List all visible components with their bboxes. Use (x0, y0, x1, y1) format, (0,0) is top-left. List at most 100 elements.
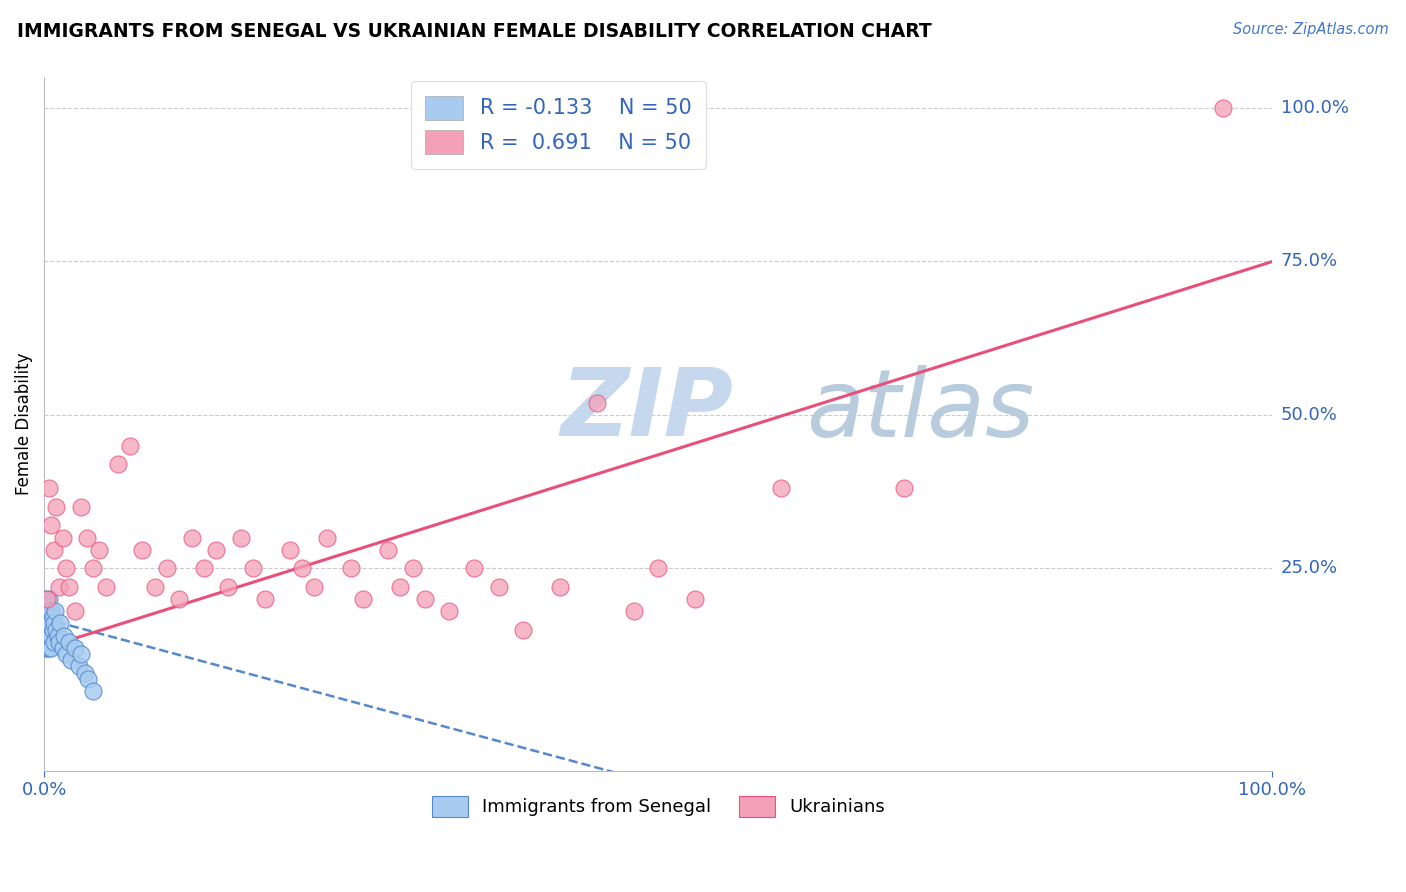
Point (41, 640, 63, 655)
Point (38, 591, 60, 606)
Point (46, 629, 69, 643)
Point (51, 531, 73, 545)
Point (893, 482, 915, 496)
Point (193, 561, 215, 575)
Point (82, 684, 104, 698)
Point (35, 598, 58, 612)
Text: 75.0%: 75.0% (1281, 252, 1339, 270)
Point (205, 542, 228, 557)
Point (42, 542, 65, 557)
Point (35, 604, 58, 618)
Point (34, 610, 56, 624)
Point (41, 623, 63, 637)
Point (291, 561, 314, 575)
Point (39, 610, 62, 624)
Text: 100.0%: 100.0% (1281, 99, 1348, 117)
Point (55, 561, 77, 575)
Point (683, 591, 706, 606)
Point (34, 604, 56, 618)
Point (401, 561, 423, 575)
Point (70, 647, 93, 661)
Point (623, 604, 645, 618)
Point (353, 591, 375, 606)
Point (156, 561, 179, 575)
Point (37, 623, 59, 637)
Point (41, 518, 63, 533)
Point (35, 640, 58, 655)
Point (77, 672, 100, 686)
Text: ZIP: ZIP (560, 364, 733, 456)
Point (44, 604, 66, 618)
Point (413, 591, 436, 606)
Point (488, 580, 510, 594)
Point (377, 542, 399, 557)
Point (39, 616, 62, 631)
Text: IMMIGRANTS FROM SENEGAL VS UKRAINIAN FEMALE DISABILITY CORRELATION CHART: IMMIGRANTS FROM SENEGAL VS UKRAINIAN FEM… (17, 22, 932, 41)
Point (35, 591, 58, 606)
Point (38, 604, 60, 618)
Point (37, 616, 59, 631)
Text: Source: ZipAtlas.com: Source: ZipAtlas.com (1233, 22, 1389, 37)
Point (58, 580, 80, 594)
Point (82, 561, 104, 575)
Point (39, 635, 62, 649)
Point (42, 616, 65, 631)
Point (34, 591, 56, 606)
Point (70, 500, 93, 514)
Point (463, 561, 485, 575)
Point (120, 438, 142, 452)
Point (35, 610, 58, 624)
Point (131, 542, 153, 557)
Point (41, 610, 63, 624)
Point (34, 640, 56, 655)
Point (278, 542, 301, 557)
Point (38, 616, 60, 631)
Point (45, 623, 67, 637)
Point (548, 580, 571, 594)
Point (73, 665, 96, 680)
Point (55, 647, 77, 661)
Point (94, 580, 117, 594)
Point (89, 542, 111, 557)
Point (48, 635, 70, 649)
Point (229, 531, 252, 545)
Y-axis label: Female Disability: Female Disability (15, 353, 32, 495)
Point (389, 580, 412, 594)
Point (37, 635, 59, 649)
Point (37, 629, 59, 643)
Point (35, 635, 58, 649)
Legend: Immigrants from Senegal, Ukrainians: Immigrants from Senegal, Ukrainians (425, 789, 891, 824)
Point (45, 500, 67, 514)
Point (217, 580, 239, 594)
Point (37, 598, 59, 612)
Point (35, 623, 58, 637)
Point (67, 659, 90, 673)
Point (439, 604, 461, 618)
Point (49, 616, 72, 631)
Point (37, 610, 59, 624)
Point (41, 604, 63, 618)
Point (107, 457, 129, 471)
Text: atlas: atlas (806, 365, 1033, 456)
Point (242, 561, 264, 575)
Point (52, 629, 75, 643)
Point (770, 482, 793, 496)
Point (512, 623, 534, 637)
Point (63, 604, 86, 618)
Point (167, 591, 190, 606)
Point (38, 482, 60, 496)
Point (586, 395, 609, 409)
Point (647, 561, 669, 575)
Point (76, 531, 98, 545)
Point (60, 653, 83, 667)
Point (38, 629, 60, 643)
Point (35, 616, 58, 631)
Point (143, 580, 166, 594)
Point (58, 635, 80, 649)
Point (63, 640, 86, 655)
Point (39, 623, 62, 637)
Point (51, 640, 73, 655)
Point (340, 561, 363, 575)
Point (42, 635, 65, 649)
Point (34, 629, 56, 643)
